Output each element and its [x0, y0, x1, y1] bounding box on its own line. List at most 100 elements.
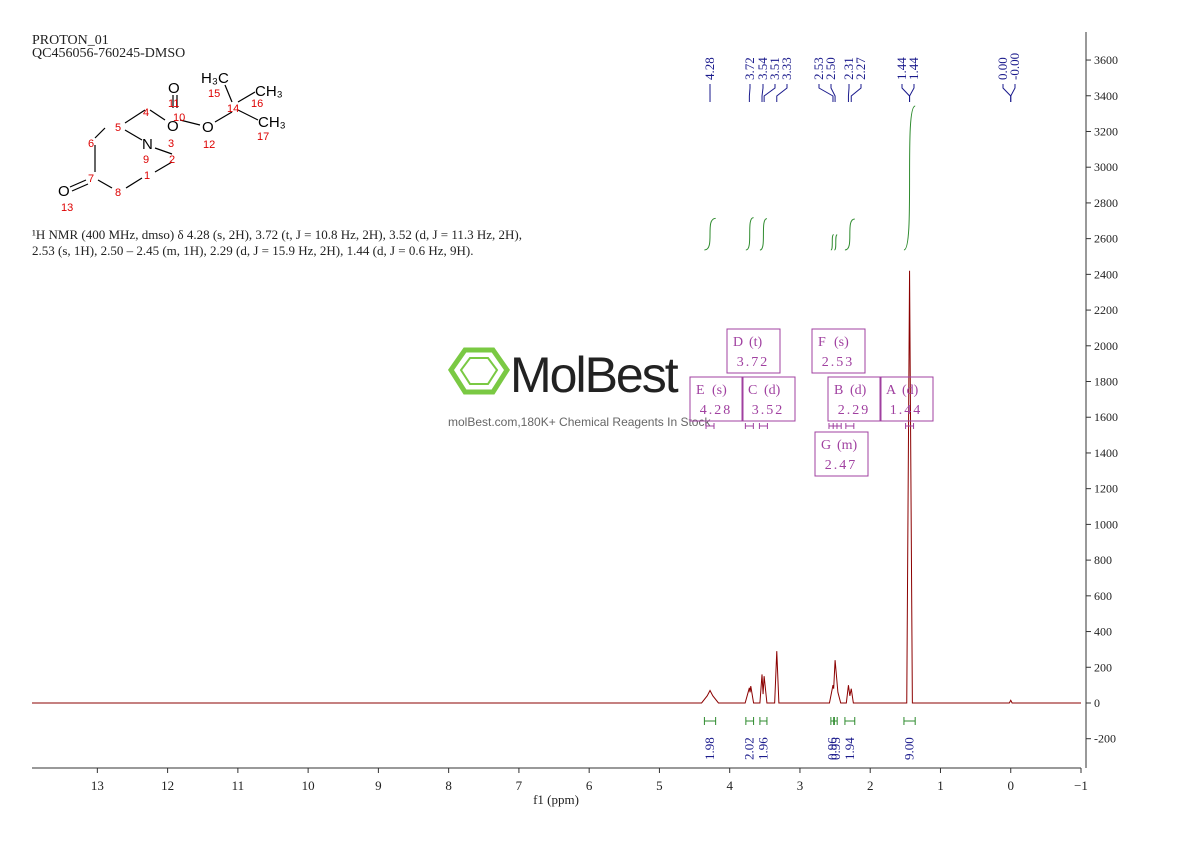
integral-curve: [844, 218, 855, 251]
peak-label: 2.50: [823, 57, 838, 80]
atom-label: H₃C: [201, 70, 229, 87]
atom-number: 10: [173, 112, 185, 124]
peak-leader: [847, 84, 850, 102]
multiplet-shift: 2.47: [825, 458, 858, 473]
integral-label: 9.00: [902, 737, 917, 760]
atom-label: O: [168, 80, 180, 97]
integral-bracket: [844, 717, 856, 725]
y-tick-label: 400: [1094, 625, 1112, 639]
integral-bracket: [833, 717, 838, 725]
multiplet-box: [726, 328, 781, 374]
peak-label: 0.00: [995, 57, 1010, 80]
x-tick-label: −1: [1074, 778, 1088, 793]
x-tick-label: 8: [445, 778, 452, 793]
integral-label: 2.02: [742, 737, 757, 760]
multiplet-shift: 3.52: [752, 403, 785, 418]
integral-label: 1.96: [755, 737, 770, 760]
x-tick-label: 10: [302, 778, 315, 793]
integral-label: 1.94: [842, 737, 857, 760]
y-tick-label: 1000: [1094, 517, 1118, 531]
x-tick-label: 9: [375, 778, 382, 793]
y-tick-label: 0: [1094, 696, 1100, 710]
multiplet-box: [879, 376, 934, 422]
multiplet-letter: E: [696, 383, 705, 398]
integral-label: 0.95: [828, 737, 843, 760]
atom-label: O: [202, 119, 214, 136]
atom-number: 7: [88, 173, 94, 185]
y-tick-label: 2400: [1094, 267, 1118, 281]
multiplet-letter: D: [733, 335, 743, 350]
y-tick-label: 2600: [1094, 232, 1118, 246]
peak-leader: [776, 84, 788, 102]
integral-curve: [704, 217, 716, 251]
integral-label: 0.96: [824, 737, 839, 760]
peak-leader: [909, 84, 915, 102]
atom-number: 3: [168, 138, 174, 150]
integral-label: 1.98: [702, 737, 717, 760]
peak-label: 2.31: [841, 57, 856, 80]
y-tick-label: 3600: [1094, 53, 1118, 67]
peak-leader: [818, 84, 834, 102]
y-tick-label: 1600: [1094, 410, 1118, 424]
multiplet-type: (d): [902, 383, 919, 398]
atom-label: O: [167, 118, 179, 135]
multiplet-range: [758, 423, 768, 429]
multiplet-letter: A: [886, 383, 897, 398]
peak-label: -0.00: [1007, 53, 1022, 80]
multiplet-shift: 4.28: [700, 403, 733, 418]
y-tick-label: 800: [1094, 553, 1112, 567]
y-tick-label: 3200: [1094, 124, 1118, 138]
multiplet-box: [827, 376, 882, 422]
y-tick-label: 600: [1094, 589, 1112, 603]
integral-curve: [833, 234, 838, 251]
spectrum-title: PROTON_01: [32, 33, 109, 48]
multiplet-box: [689, 376, 744, 422]
peak-leader: [748, 84, 751, 102]
multiplet-range: [832, 423, 842, 429]
atom-label: O: [58, 183, 70, 200]
multiplet-type: (s): [834, 335, 849, 350]
atom-number: 11: [168, 98, 179, 110]
multiplet-letter: F: [818, 335, 826, 350]
y-tick-label: 2200: [1094, 303, 1118, 317]
x-tick-label: 6: [586, 778, 593, 793]
y-tick-label: 2000: [1094, 339, 1118, 353]
x-tick-label: 2: [867, 778, 874, 793]
x-tick-label: 5: [656, 778, 663, 793]
peak-leader: [850, 84, 862, 102]
atom-number: 1: [144, 170, 150, 182]
atom-number: 16: [251, 98, 263, 110]
y-tick-label: 3400: [1094, 89, 1118, 103]
multiplet-type: (t): [749, 335, 763, 350]
y-tick-label: 3000: [1094, 160, 1118, 174]
peak-leader: [901, 84, 911, 102]
atom-number: 15: [208, 88, 220, 100]
sample-name: QC456056-760245-DMSO: [32, 46, 185, 61]
integral-curve: [759, 218, 768, 251]
multiplet-type: (d): [764, 383, 781, 398]
x-tick-label: 13: [91, 778, 104, 793]
atom-number: 4: [143, 107, 149, 119]
peak-leader: [1002, 84, 1012, 102]
peak-label: 1.44: [906, 57, 921, 80]
integral-bracket: [745, 717, 755, 725]
atom-number: 14: [227, 103, 239, 115]
atom-number: 8: [115, 187, 121, 199]
multiplet-type: (d): [850, 383, 867, 398]
x-axis-title: f1 (ppm): [533, 792, 579, 807]
y-tick-label: 1400: [1094, 446, 1118, 460]
atom-number: 13: [61, 202, 73, 214]
y-tick-label: -200: [1094, 732, 1116, 746]
multiplet-box: [811, 328, 866, 374]
spectrum: [32, 270, 1081, 704]
integral-bracket: [903, 717, 916, 725]
atom-number: 12: [203, 139, 215, 151]
watermark-logo: [447, 347, 511, 395]
multiplet-shift: 1.44: [890, 403, 923, 418]
integral-bracket: [830, 717, 835, 725]
multiplet-letter: G: [821, 438, 831, 453]
multiplet-range: [744, 423, 754, 429]
atom-label: N: [142, 136, 153, 153]
integral-curve: [745, 217, 754, 251]
